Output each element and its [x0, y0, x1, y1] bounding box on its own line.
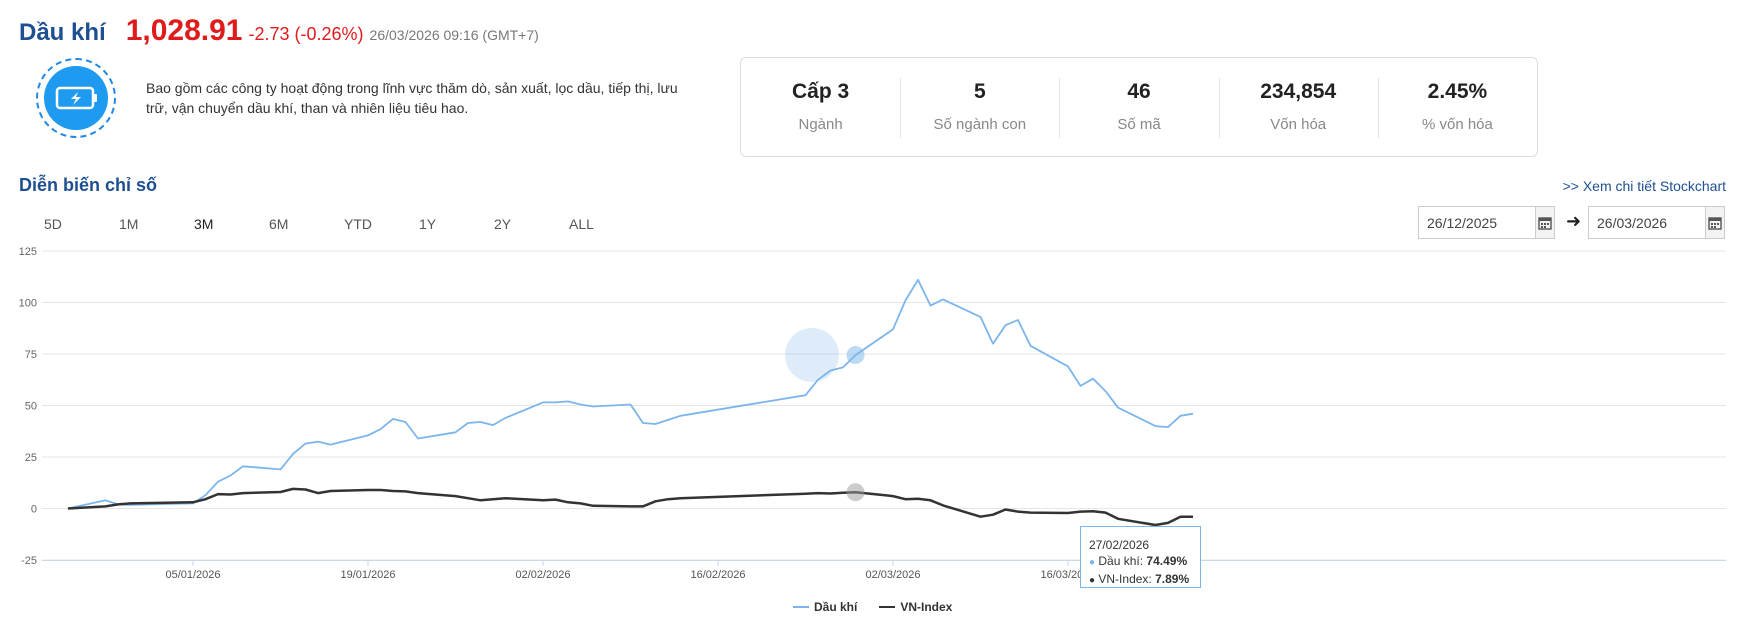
index-price: 1,028.91	[125, 14, 243, 47]
period-3m[interactable]: 3M	[194, 216, 214, 232]
tooltip-row-oil: ● Dầu khí: 74.49%	[1089, 554, 1188, 568]
sector-title: Dầu khí	[19, 19, 106, 46]
date-to-input[interactable]	[1589, 207, 1705, 238]
stats-panel: Cấp 3 Ngành 5 Số ngành con 46 Số mã 234,…	[740, 57, 1538, 157]
y-tick-label: 0	[31, 504, 37, 516]
stat-tickers: 46 Số mã	[1059, 58, 1218, 156]
date-from-picker	[1418, 206, 1555, 239]
stat-value: 2.45%	[1427, 80, 1488, 103]
x-tick-label: 16/02/2026	[690, 569, 745, 581]
period-all[interactable]: ALL	[569, 216, 594, 232]
period-selector: 5D 1M 3M 6M YTD 1Y 2Y ALL	[44, 216, 644, 232]
legend-label: Dầu khí	[814, 600, 858, 614]
stat-label: Số ngành con	[933, 116, 1027, 133]
tooltip-label: Dầu khí:	[1098, 554, 1147, 568]
x-tick-label: 05/01/2026	[165, 569, 220, 581]
tooltip-label: VN-Index:	[1098, 572, 1156, 586]
highlight-point	[846, 346, 865, 365]
arrow-right-icon: ➜	[1566, 211, 1582, 231]
period-2y[interactable]: 2Y	[494, 216, 512, 232]
x-tick-label: 02/03/2026	[865, 569, 920, 581]
stat-label: Vốn hóa	[1270, 116, 1327, 133]
legend-label: VN-Index	[900, 600, 953, 614]
period-6m[interactable]: 6M	[269, 216, 289, 232]
stat-value: 46	[1127, 80, 1151, 103]
stat-value: 234,854	[1260, 80, 1337, 103]
calendar-icon[interactable]	[1535, 207, 1554, 238]
x-tick-label: 19/01/2026	[340, 569, 395, 581]
stat-value: Cấp 3	[792, 80, 850, 103]
period-1m[interactable]: 1M	[119, 216, 139, 232]
section-title: Diễn biến chỉ số	[19, 175, 158, 195]
chart-tooltip: 27/02/2026 ● Dầu khí: 74.49% ● VN-Index:…	[1080, 526, 1201, 588]
price-change: -2.73 (-0.26%)	[248, 24, 364, 44]
tooltip-row-vnindex: ● VN-Index: 7.89%	[1089, 572, 1190, 586]
period-5d[interactable]: 5D	[44, 216, 62, 232]
tooltip-value: 7.89%	[1155, 572, 1190, 586]
calendar-icon[interactable]	[1705, 207, 1724, 238]
stat-label: Số mã	[1117, 116, 1161, 133]
y-tick-label: -25	[21, 555, 37, 567]
date-to-picker	[1588, 206, 1725, 239]
series-line-oil	[67, 278, 1194, 510]
tooltip-date: 27/02/2026	[1089, 538, 1150, 552]
stat-market-cap: 234,854 Vốn hóa	[1218, 58, 1378, 156]
tooltip-value: 74.49%	[1146, 554, 1188, 568]
legend-swatch	[793, 606, 809, 608]
stat-label: Ngành	[798, 116, 843, 133]
y-tick-label: 50	[25, 401, 37, 413]
watermark-logo	[785, 328, 839, 382]
sector-logo	[36, 58, 116, 138]
battery-lightning-icon	[44, 66, 108, 130]
stat-market-cap-percent: 2.45% % vốn hóa	[1377, 58, 1537, 156]
timestamp: 26/03/2026 09:16 (GMT+7)	[369, 27, 539, 43]
highlight-point	[846, 483, 865, 502]
stat-label: % vốn hóa	[1421, 116, 1493, 133]
stat-sub-industries: 5 Số ngành con	[900, 58, 1059, 156]
header: Dầu khí 1,028.91 -2.73 (-0.26%) 26/03/20…	[19, 14, 539, 48]
chart-legend: Dầu khí VN-Index	[793, 600, 974, 614]
period-ytd[interactable]: YTD	[344, 216, 372, 232]
legend-swatch	[879, 606, 896, 608]
y-tick-label: 75	[25, 349, 37, 361]
stat-level: Cấp 3 Ngành	[741, 58, 900, 156]
legend-item-oil[interactable]: Dầu khí	[793, 600, 857, 614]
y-tick-label: 100	[19, 298, 37, 310]
x-tick-label: 02/02/2026	[515, 569, 570, 581]
stockchart-detail-link[interactable]: >> Xem chi tiết Stockchart	[1562, 178, 1726, 194]
index-line-chart[interactable]: 125 100 75 50 25 0 -25 05/01/2026 19/01/2026 02/0…	[0, 240, 1748, 595]
period-1y[interactable]: 1Y	[419, 216, 437, 232]
y-tick-label: 25	[25, 452, 37, 464]
date-from-input[interactable]	[1419, 207, 1535, 238]
y-tick-label: 125	[19, 246, 37, 258]
legend-item-vnindex[interactable]: VN-Index	[879, 600, 952, 614]
series-line-vnindex	[67, 487, 1193, 527]
stat-value: 5	[973, 80, 986, 103]
watermark	[785, 328, 839, 382]
sector-description: Bao gồm các công ty hoạt động trong lĩnh…	[146, 80, 678, 116]
